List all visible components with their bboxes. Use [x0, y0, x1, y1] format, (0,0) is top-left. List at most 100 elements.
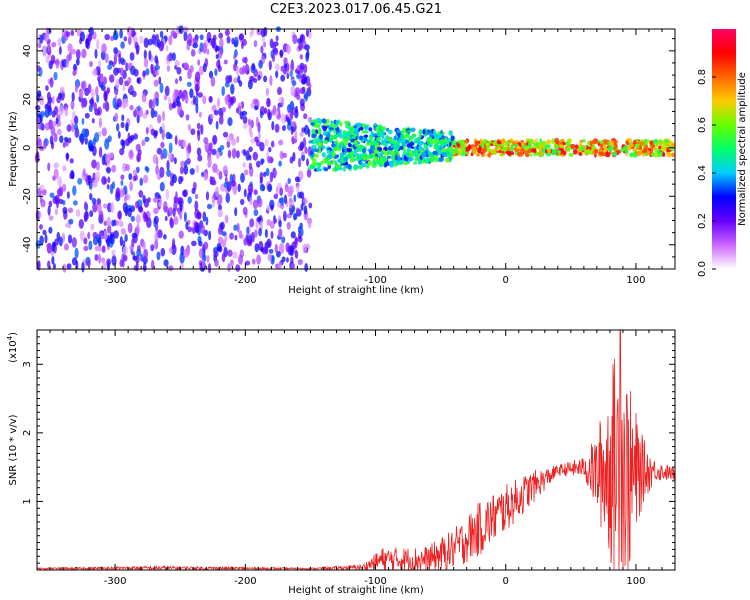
spectrogram-cell [332, 158, 336, 165]
spectrogram-cell [325, 157, 331, 162]
spectrogram-cell [283, 210, 287, 222]
spectrogram-cell [256, 254, 261, 265]
spectrogram-cell [603, 147, 608, 153]
x-tick-label: 0 [503, 275, 509, 286]
spectrogram-cell [414, 157, 418, 162]
spectrogram-cell [335, 154, 340, 158]
spectrogram-cell [206, 255, 210, 263]
spectrogram-cell [89, 210, 94, 218]
spectrogram-cell [290, 126, 294, 135]
spectrogram-cell [170, 30, 176, 37]
spectrogram-cell [256, 216, 262, 223]
spectrogram-cell [465, 146, 471, 152]
spectrogram-cell [280, 74, 286, 82]
spectrogram-cell [143, 174, 149, 184]
spectrogram-cell [206, 48, 210, 55]
spectrogram-cell [266, 219, 272, 226]
spectrogram-cell [585, 149, 590, 155]
spectrogram-cell [107, 224, 112, 234]
spectrogram-cell [278, 261, 282, 270]
spectrogram-cell [379, 130, 385, 137]
spectrogram-cell [195, 103, 199, 114]
spectrogram-cell [413, 161, 418, 165]
spectrogram-cell [364, 125, 369, 131]
spectrogram-cell [263, 26, 268, 37]
spectrogram-cell [482, 146, 488, 153]
spectrogram-cell [331, 143, 336, 148]
spectrogram-cell [316, 162, 321, 166]
spectrogram-cell [435, 146, 439, 150]
spectrogram-cell [133, 68, 139, 77]
spectrogram-cell [94, 48, 98, 59]
spectrogram-cell [98, 253, 101, 264]
spectrogram-cell [335, 163, 341, 169]
spectrogram-cell [194, 200, 199, 211]
spectrogram-cell [142, 112, 148, 119]
spectrogram-cell [65, 31, 71, 37]
spectrogram-cell [62, 141, 66, 148]
spectrogram-cell [202, 63, 207, 73]
spectrogram-cell [227, 263, 231, 272]
spectrogram-cell [103, 229, 108, 241]
spectrogram-cell [305, 28, 309, 38]
spectrogram-cell [353, 125, 357, 129]
spectrogram-cell [294, 176, 300, 183]
spectrogram-cell [233, 36, 239, 48]
spectrogram-cell [252, 78, 258, 83]
colorbar-tick-label: 0.8 [697, 69, 708, 85]
spectrogram-cell [57, 37, 61, 47]
spectrogram-cell [166, 160, 170, 171]
spectrogram-cell [179, 110, 185, 116]
spectrogram-cell [446, 138, 451, 143]
spectrogram-cell [160, 247, 166, 257]
spectrogram-cell [447, 153, 451, 157]
colorbar-ticks: 0.0 0.2 0.4 0.6 0.8 [697, 69, 716, 277]
spectrogram-cell [278, 160, 282, 167]
spectrogram-cell [94, 108, 100, 116]
spectrogram-cell [322, 126, 328, 132]
spectrogram-cell [502, 146, 508, 152]
spectrogram-cell [286, 62, 290, 74]
spectrogram-cell [65, 222, 70, 228]
spectrogram-cell [614, 139, 618, 144]
spectrogram-cell [119, 188, 125, 198]
spectrogram-cell [278, 228, 283, 238]
spectrogram-cell [313, 153, 320, 158]
spectrogram-cell [180, 261, 184, 270]
spectrogram-cell [48, 200, 53, 208]
spectrogram-cell [74, 115, 79, 125]
spectrogram-cell [79, 230, 85, 241]
spectrogram-cell [250, 102, 255, 109]
spectrogram-cell [179, 200, 183, 212]
spectrogram-cell [248, 118, 251, 127]
spectrogram-cell [96, 38, 100, 50]
spectrogram-cell [78, 219, 85, 229]
spectrogram-y-label: Frequency (Hz) [8, 111, 19, 187]
spectrogram-cell [283, 57, 288, 65]
snr-y-ticks: 1 2 3 [22, 336, 675, 564]
spectrogram-cell [92, 202, 98, 213]
spectrogram-cell [529, 153, 533, 157]
spectrogram-cell [120, 228, 127, 235]
colorbar-gradient [712, 29, 736, 269]
spectrogram-cell [143, 248, 149, 259]
spectrogram-cell [282, 125, 286, 131]
spectrogram-cell [107, 135, 112, 143]
spectrogram-cell [598, 148, 603, 153]
spectrogram-cell [296, 94, 301, 101]
spectrogram-cell [279, 150, 284, 160]
spectrogram-cell [319, 133, 323, 140]
spectrogram-cell [53, 162, 60, 169]
spectrogram-cell [200, 124, 204, 135]
spectrogram-cell [279, 49, 284, 59]
spectrogram-cell [609, 141, 614, 147]
spectrogram-cell [73, 200, 78, 206]
spectrogram-cell [119, 148, 125, 156]
spectrogram-cell [240, 172, 245, 183]
spectrogram-cell [136, 114, 140, 124]
spectrogram-cell [230, 138, 237, 146]
spectrogram-cell [62, 206, 68, 214]
spectrogram-cell [167, 265, 174, 271]
spectrogram-cell [35, 105, 41, 111]
